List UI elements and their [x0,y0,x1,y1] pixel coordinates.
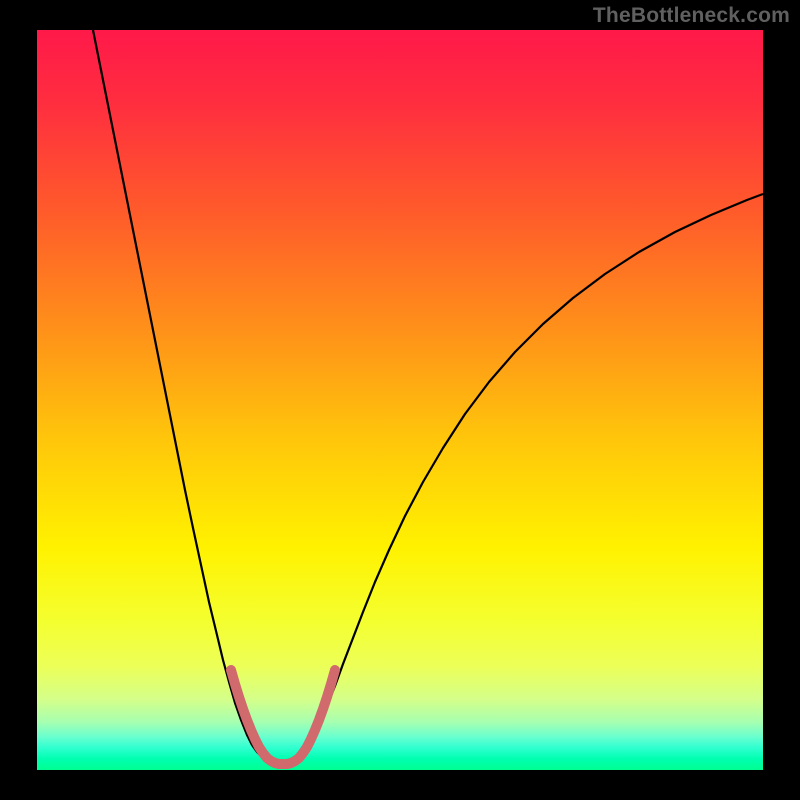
chart-plot-area [37,30,763,770]
chart-background [37,30,763,770]
watermark-text: TheBottleneck.com [593,4,790,28]
chart-svg [37,30,763,770]
